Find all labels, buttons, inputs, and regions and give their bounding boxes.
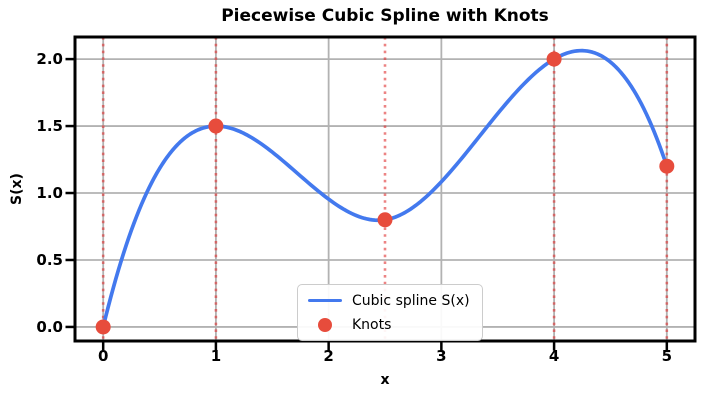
knot-point bbox=[208, 118, 224, 134]
y-tick-label: 2.0 bbox=[36, 50, 63, 69]
legend-label-spline: Cubic spline S(x) bbox=[352, 292, 470, 309]
legend-label-knots: Knots bbox=[352, 316, 392, 333]
legend-item-knots: Knots bbox=[308, 315, 470, 334]
x-tick-label: 2 bbox=[323, 347, 334, 365]
knot-point bbox=[377, 212, 393, 228]
knot-point bbox=[659, 158, 675, 174]
x-tick-label: 0 bbox=[97, 347, 109, 365]
legend-swatch-area bbox=[308, 298, 342, 303]
x-tick-label: 3 bbox=[436, 347, 447, 365]
knot-point bbox=[95, 319, 111, 335]
x-tick-label: 1 bbox=[210, 347, 222, 365]
y-tick-label: 0.5 bbox=[36, 250, 63, 269]
knot-point bbox=[546, 51, 562, 67]
x-axis-label: x bbox=[380, 372, 390, 388]
y-tick-label: 1.0 bbox=[36, 184, 63, 203]
chart-title: Piecewise Cubic Spline with Knots bbox=[221, 6, 549, 26]
y-tick-label: 1.5 bbox=[36, 117, 63, 136]
x-tick-label: 4 bbox=[548, 347, 560, 365]
legend: Cubic spline S(x) Knots bbox=[297, 284, 483, 341]
y-tick-label: 0.0 bbox=[36, 317, 63, 336]
legend-item-spline: Cubic spline S(x) bbox=[308, 291, 470, 310]
x-tick-label: 5 bbox=[661, 347, 673, 365]
legend-swatch-area bbox=[308, 317, 342, 332]
spline-line-swatch bbox=[308, 298, 342, 303]
axes-spines bbox=[73, 35, 697, 343]
knot-dot-swatch bbox=[318, 317, 332, 332]
